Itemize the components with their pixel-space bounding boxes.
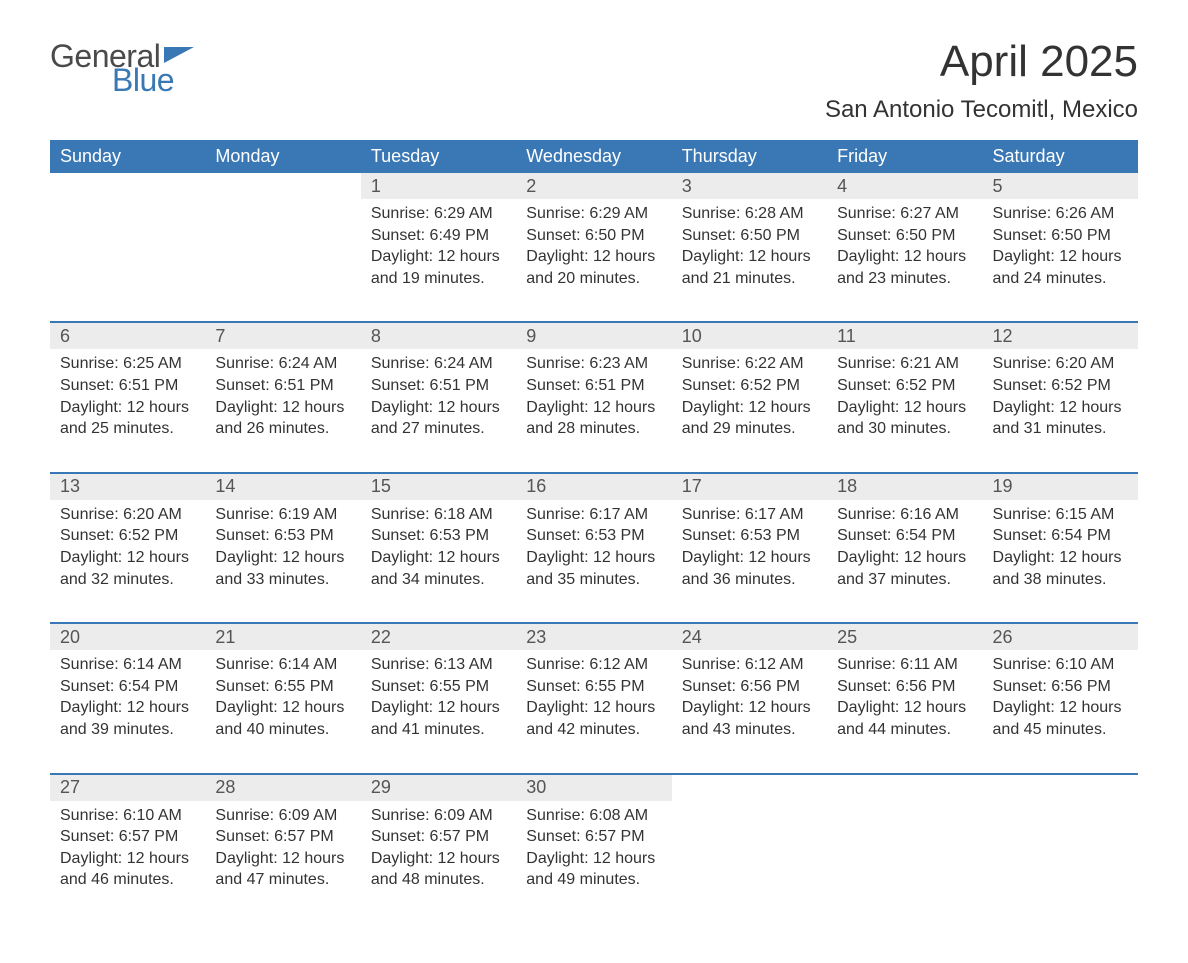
day-data-cell: Sunrise: 6:15 AMSunset: 6:54 PMDaylight:…	[983, 500, 1138, 623]
day-data-cell: Sunrise: 6:09 AMSunset: 6:57 PMDaylight:…	[205, 801, 360, 923]
day-number-cell: 6	[50, 323, 205, 349]
day-data-row: Sunrise: 6:14 AMSunset: 6:54 PMDaylight:…	[50, 650, 1138, 773]
day-data-cell: Sunrise: 6:19 AMSunset: 6:53 PMDaylight:…	[205, 500, 360, 623]
day-data-cell: Sunrise: 6:23 AMSunset: 6:51 PMDaylight:…	[516, 349, 671, 472]
day-number-cell: 1	[361, 173, 516, 199]
day-data-cell: Sunrise: 6:20 AMSunset: 6:52 PMDaylight:…	[50, 500, 205, 623]
day-number-row: 12345	[50, 173, 1138, 199]
day-data-cell: Sunrise: 6:11 AMSunset: 6:56 PMDaylight:…	[827, 650, 982, 773]
day-number-cell: 21	[205, 624, 360, 650]
day-data-cell: Sunrise: 6:29 AMSunset: 6:50 PMDaylight:…	[516, 199, 671, 322]
day-data-cell: Sunrise: 6:17 AMSunset: 6:53 PMDaylight:…	[672, 500, 827, 623]
day-number-cell: 20	[50, 624, 205, 650]
day-number-row: 20212223242526	[50, 624, 1138, 650]
calendar-body: 12345Sunrise: 6:29 AMSunset: 6:49 PMDayl…	[50, 173, 1138, 923]
day-number-cell	[827, 775, 982, 801]
day-number-cell	[50, 173, 205, 199]
day-data-cell: Sunrise: 6:25 AMSunset: 6:51 PMDaylight:…	[50, 349, 205, 472]
day-number-cell: 29	[361, 775, 516, 801]
day-data-cell: Sunrise: 6:27 AMSunset: 6:50 PMDaylight:…	[827, 199, 982, 322]
day-data-cell	[205, 199, 360, 322]
day-data-row: Sunrise: 6:25 AMSunset: 6:51 PMDaylight:…	[50, 349, 1138, 472]
day-data-cell: Sunrise: 6:24 AMSunset: 6:51 PMDaylight:…	[205, 349, 360, 472]
day-data-row: Sunrise: 6:10 AMSunset: 6:57 PMDaylight:…	[50, 801, 1138, 923]
day-number-cell: 3	[672, 173, 827, 199]
day-data-cell: Sunrise: 6:14 AMSunset: 6:54 PMDaylight:…	[50, 650, 205, 773]
day-number-cell: 24	[672, 624, 827, 650]
day-data-cell: Sunrise: 6:10 AMSunset: 6:56 PMDaylight:…	[983, 650, 1138, 773]
day-data-cell: Sunrise: 6:29 AMSunset: 6:49 PMDaylight:…	[361, 199, 516, 322]
day-number-cell: 16	[516, 474, 671, 500]
day-data-row: Sunrise: 6:29 AMSunset: 6:49 PMDaylight:…	[50, 199, 1138, 322]
weekday-header: Thursday	[672, 140, 827, 173]
day-data-cell: Sunrise: 6:08 AMSunset: 6:57 PMDaylight:…	[516, 801, 671, 923]
day-number-cell: 12	[983, 323, 1138, 349]
day-number-cell: 23	[516, 624, 671, 650]
day-data-row: Sunrise: 6:20 AMSunset: 6:52 PMDaylight:…	[50, 500, 1138, 623]
day-number-cell: 13	[50, 474, 205, 500]
day-number-cell: 18	[827, 474, 982, 500]
weekday-header: Saturday	[983, 140, 1138, 173]
day-data-cell: Sunrise: 6:22 AMSunset: 6:52 PMDaylight:…	[672, 349, 827, 472]
day-data-cell: Sunrise: 6:16 AMSunset: 6:54 PMDaylight:…	[827, 500, 982, 623]
day-number-cell: 25	[827, 624, 982, 650]
weekday-header: Tuesday	[361, 140, 516, 173]
day-number-cell: 27	[50, 775, 205, 801]
day-data-cell: Sunrise: 6:18 AMSunset: 6:53 PMDaylight:…	[361, 500, 516, 623]
day-number-cell: 4	[827, 173, 982, 199]
logo: General Blue	[50, 40, 198, 96]
day-data-cell	[827, 801, 982, 923]
day-data-cell: Sunrise: 6:14 AMSunset: 6:55 PMDaylight:…	[205, 650, 360, 773]
day-number-row: 13141516171819	[50, 474, 1138, 500]
day-number-cell	[672, 775, 827, 801]
day-number-cell: 7	[205, 323, 360, 349]
day-number-cell: 26	[983, 624, 1138, 650]
day-data-cell: Sunrise: 6:10 AMSunset: 6:57 PMDaylight:…	[50, 801, 205, 923]
day-data-cell: Sunrise: 6:24 AMSunset: 6:51 PMDaylight:…	[361, 349, 516, 472]
calendar-table: Sunday Monday Tuesday Wednesday Thursday…	[50, 140, 1138, 923]
day-number-cell: 10	[672, 323, 827, 349]
logo-word-blue: Blue	[112, 64, 198, 96]
day-number-cell: 5	[983, 173, 1138, 199]
month-title: April 2025	[825, 40, 1138, 84]
title-block: April 2025 San Antonio Tecomitl, Mexico	[825, 40, 1138, 124]
day-number-cell	[983, 775, 1138, 801]
day-number-row: 6789101112	[50, 323, 1138, 349]
day-number-row: 27282930	[50, 775, 1138, 801]
day-number-cell: 14	[205, 474, 360, 500]
day-data-cell	[672, 801, 827, 923]
page-header: General Blue April 2025 San Antonio Teco…	[50, 40, 1138, 124]
calendar-header-row: Sunday Monday Tuesday Wednesday Thursday…	[50, 140, 1138, 173]
day-number-cell: 9	[516, 323, 671, 349]
day-number-cell: 28	[205, 775, 360, 801]
day-data-cell: Sunrise: 6:21 AMSunset: 6:52 PMDaylight:…	[827, 349, 982, 472]
day-number-cell: 30	[516, 775, 671, 801]
day-data-cell: Sunrise: 6:12 AMSunset: 6:56 PMDaylight:…	[672, 650, 827, 773]
day-data-cell: Sunrise: 6:12 AMSunset: 6:55 PMDaylight:…	[516, 650, 671, 773]
weekday-header: Monday	[205, 140, 360, 173]
day-number-cell: 17	[672, 474, 827, 500]
day-number-cell: 11	[827, 323, 982, 349]
day-data-cell: Sunrise: 6:20 AMSunset: 6:52 PMDaylight:…	[983, 349, 1138, 472]
day-number-cell: 8	[361, 323, 516, 349]
weekday-header: Sunday	[50, 140, 205, 173]
day-number-cell: 22	[361, 624, 516, 650]
weekday-header: Wednesday	[516, 140, 671, 173]
day-number-cell: 19	[983, 474, 1138, 500]
weekday-header: Friday	[827, 140, 982, 173]
day-data-cell: Sunrise: 6:28 AMSunset: 6:50 PMDaylight:…	[672, 199, 827, 322]
day-number-cell: 2	[516, 173, 671, 199]
day-data-cell	[50, 199, 205, 322]
day-number-cell: 15	[361, 474, 516, 500]
day-data-cell: Sunrise: 6:26 AMSunset: 6:50 PMDaylight:…	[983, 199, 1138, 322]
day-data-cell	[983, 801, 1138, 923]
day-number-cell	[205, 173, 360, 199]
day-data-cell: Sunrise: 6:13 AMSunset: 6:55 PMDaylight:…	[361, 650, 516, 773]
day-data-cell: Sunrise: 6:17 AMSunset: 6:53 PMDaylight:…	[516, 500, 671, 623]
day-data-cell: Sunrise: 6:09 AMSunset: 6:57 PMDaylight:…	[361, 801, 516, 923]
location-subtitle: San Antonio Tecomitl, Mexico	[825, 96, 1138, 124]
